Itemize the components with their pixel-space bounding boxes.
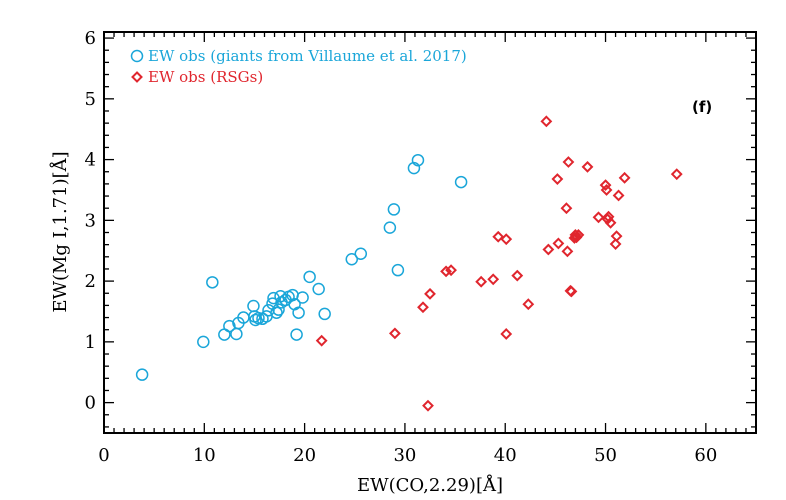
rsg-point (592, 211, 605, 224)
giant-point (411, 153, 425, 167)
rsg-point (609, 238, 622, 250)
rsg-point (422, 399, 434, 412)
rsg-point (492, 230, 505, 243)
rsg-point (315, 334, 328, 347)
rsg-point (599, 179, 612, 192)
rsg-point (500, 233, 513, 246)
x-tick-label: 40 (494, 445, 517, 466)
rsg-point (670, 168, 683, 181)
x-tick-label: 20 (293, 445, 316, 466)
giant-point (249, 313, 262, 327)
legend: EW obs (giants from Villaume et al. 2017… (130, 47, 467, 86)
giant-point (230, 327, 243, 341)
giant-point (296, 291, 309, 304)
y-tick-label: 6 (85, 28, 96, 49)
rsg-point (600, 184, 613, 196)
x-tick-label: 60 (694, 445, 717, 466)
rsg-point (604, 216, 617, 229)
giant-point (345, 252, 359, 266)
rsg-point (540, 115, 553, 128)
y-tick-label: 5 (85, 89, 96, 110)
rsg-point (565, 285, 578, 298)
rsg-point (562, 156, 575, 168)
giant-point (454, 175, 468, 189)
rsg-point (500, 328, 513, 340)
giant-point (354, 247, 368, 261)
axes-layer: 0 10 20 30 40 50 60 0 1 2 3 4 5 6 (85, 28, 757, 466)
x-tick-label: 0 (98, 445, 109, 466)
rsg-point (475, 275, 488, 288)
y-axis-label: EW(Mg I,1.71)[Å] (49, 151, 71, 312)
legend-marker-giants (130, 49, 144, 63)
legend-label-rsgs: EW obs (RSGs) (148, 68, 263, 86)
rsg-point (570, 231, 583, 244)
giant-point (312, 282, 325, 296)
rsg-point (561, 245, 574, 258)
legend-item-giants: EW obs (giants from Villaume et al. 2017… (130, 47, 467, 65)
giant-point (197, 335, 210, 349)
x-tick-label: 10 (193, 445, 216, 466)
rsg-point (445, 264, 457, 277)
rsg-point (542, 243, 555, 256)
y-tick-label: 0 (85, 393, 96, 414)
giant-point (387, 203, 401, 216)
rsg-point (569, 229, 582, 241)
x-tick-label: 30 (393, 445, 416, 466)
legend-marker-rsgs (131, 71, 143, 83)
rsg-point (511, 269, 524, 282)
giant-point (272, 303, 285, 316)
giant-point (292, 306, 305, 319)
rsg-point (581, 160, 594, 173)
rsg-point (487, 273, 500, 286)
giant-point (318, 307, 331, 321)
series-rsgs (315, 115, 683, 412)
x-tick-label: 50 (594, 445, 617, 466)
series-giants (135, 153, 468, 381)
panel-label: (f) (692, 98, 712, 116)
legend-item-rsgs: EW obs (RSGs) (131, 68, 263, 86)
giant-point (290, 328, 303, 341)
rsg-point (610, 230, 623, 243)
plot-frame (103, 31, 757, 434)
rsg-point (440, 265, 452, 278)
giant-point (262, 304, 275, 317)
giant-point (223, 319, 236, 333)
giant-point (135, 368, 149, 381)
giant-point (383, 221, 397, 234)
data-points-layer (135, 115, 683, 412)
rsg-point (522, 298, 535, 311)
y-tick-label: 3 (85, 210, 96, 231)
giant-point (303, 270, 316, 284)
y-tick-label: 4 (85, 150, 96, 171)
x-axis-label: EW(CO,2.29)[Å] (357, 474, 503, 496)
rsg-point (572, 229, 585, 241)
rsg-point (552, 237, 565, 250)
legend-label-giants: EW obs (giants from Villaume et al. 2017… (148, 47, 467, 65)
giant-point (206, 276, 219, 289)
rsg-point (551, 173, 564, 185)
rsg-point (388, 327, 401, 340)
rsg-point (560, 202, 573, 215)
rsg-point (612, 189, 625, 202)
giant-point (252, 311, 265, 325)
y-tick-label: 1 (85, 332, 96, 353)
giant-point (391, 263, 405, 277)
rsg-point (424, 287, 436, 300)
giant-point (247, 299, 260, 313)
y-tick-label: 2 (85, 271, 96, 292)
giant-point (270, 306, 283, 319)
rsg-point (618, 171, 631, 184)
giant-point (407, 161, 421, 175)
rsg-point (417, 301, 429, 314)
